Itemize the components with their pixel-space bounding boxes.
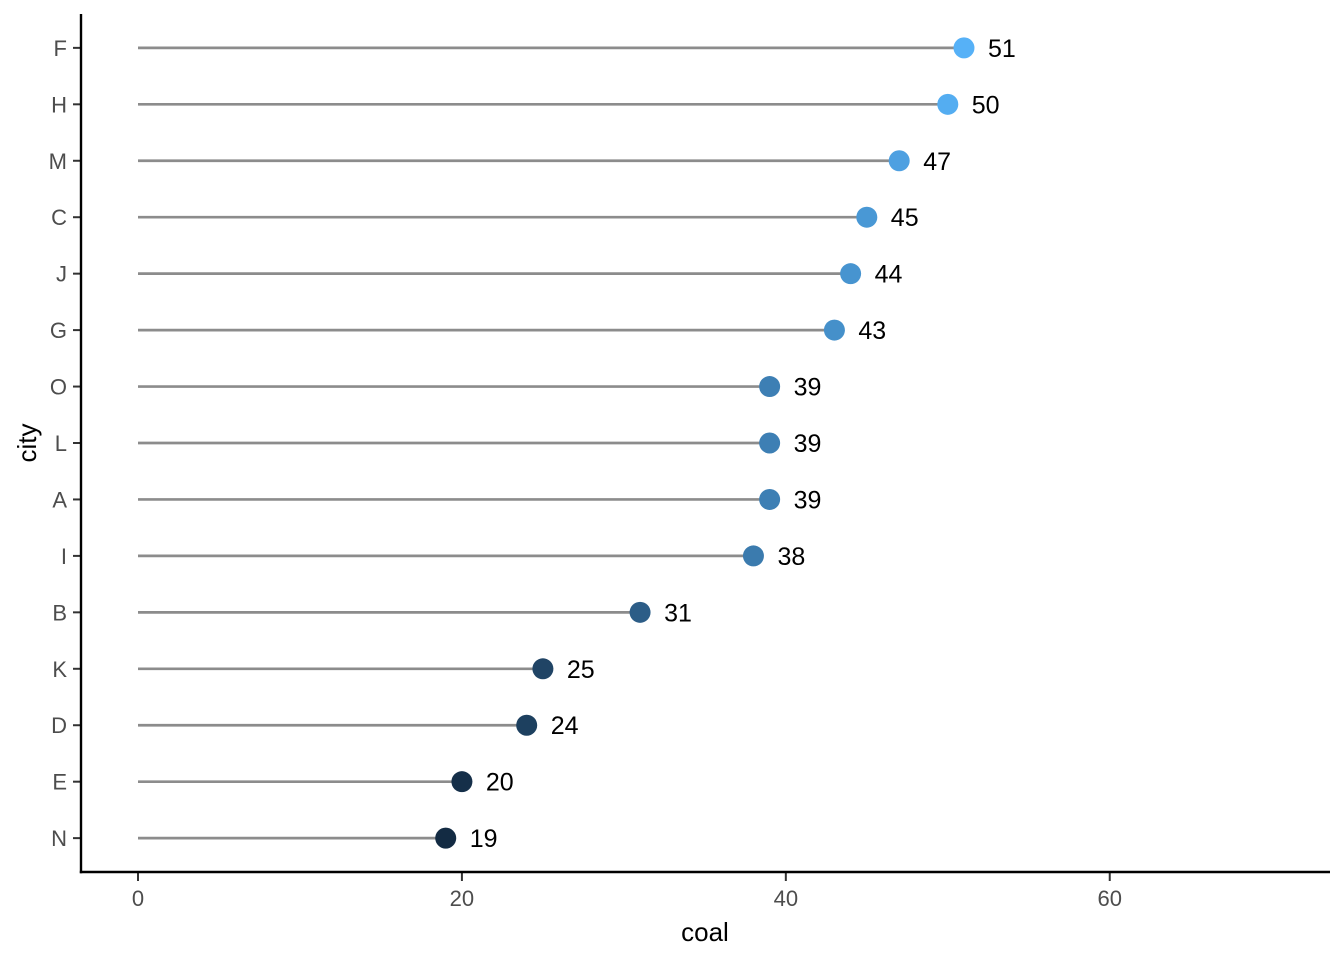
plot-layer: 0 20 40 60 F 51 H 50 M 47 C 45 J 44 G 43 O 39 L 39 A 39 I 38 B 31…: [49, 14, 1330, 911]
value-label: 50: [972, 91, 1000, 119]
y-tick-label: L: [55, 431, 67, 456]
y-tick-label: F: [54, 36, 67, 61]
data-point: [888, 150, 910, 172]
data-point: [742, 545, 764, 567]
y-tick-label: G: [50, 318, 67, 343]
y-tick-label: N: [51, 826, 67, 851]
value-label: 31: [664, 599, 692, 627]
value-label: 24: [551, 712, 579, 740]
x-axis-title: coal: [681, 917, 729, 947]
data-point: [823, 319, 845, 341]
value-label: 38: [777, 543, 805, 571]
value-label: 20: [486, 769, 514, 797]
x-tick-label: 0: [132, 886, 144, 911]
value-label: 39: [794, 374, 822, 402]
data-point: [516, 714, 538, 736]
data-point: [937, 93, 959, 115]
data-point: [435, 827, 457, 849]
y-tick-label: D: [51, 713, 67, 738]
y-tick-label: E: [52, 770, 67, 795]
data-point: [856, 206, 878, 228]
value-label: 19: [470, 825, 498, 853]
data-point: [840, 263, 862, 285]
data-point: [629, 601, 651, 623]
data-point: [451, 771, 473, 793]
value-label: 25: [567, 656, 595, 684]
y-tick-label: O: [50, 375, 67, 400]
value-label: 39: [794, 486, 822, 514]
data-point: [759, 432, 781, 454]
y-tick-label: B: [52, 600, 67, 625]
value-label: 47: [923, 148, 951, 176]
data-point: [759, 376, 781, 398]
value-label: 45: [891, 204, 919, 232]
y-tick-label: H: [51, 92, 67, 117]
data-point: [759, 488, 781, 510]
y-axis-title: city: [12, 424, 42, 463]
value-label: 39: [794, 430, 822, 458]
x-tick-label: 20: [450, 886, 474, 911]
x-tick-label: 60: [1097, 886, 1121, 911]
data-point: [953, 37, 975, 59]
y-tick-label: K: [52, 657, 67, 682]
x-tick-label: 40: [774, 886, 798, 911]
y-tick-label: C: [51, 205, 67, 230]
y-tick-label: I: [61, 544, 67, 569]
value-label: 51: [988, 35, 1016, 63]
y-tick-label: J: [56, 262, 67, 287]
value-label: 44: [875, 261, 903, 289]
data-point: [532, 658, 554, 680]
y-tick-label: A: [52, 487, 67, 512]
y-tick-label: M: [49, 149, 67, 174]
value-label: 43: [858, 317, 886, 345]
